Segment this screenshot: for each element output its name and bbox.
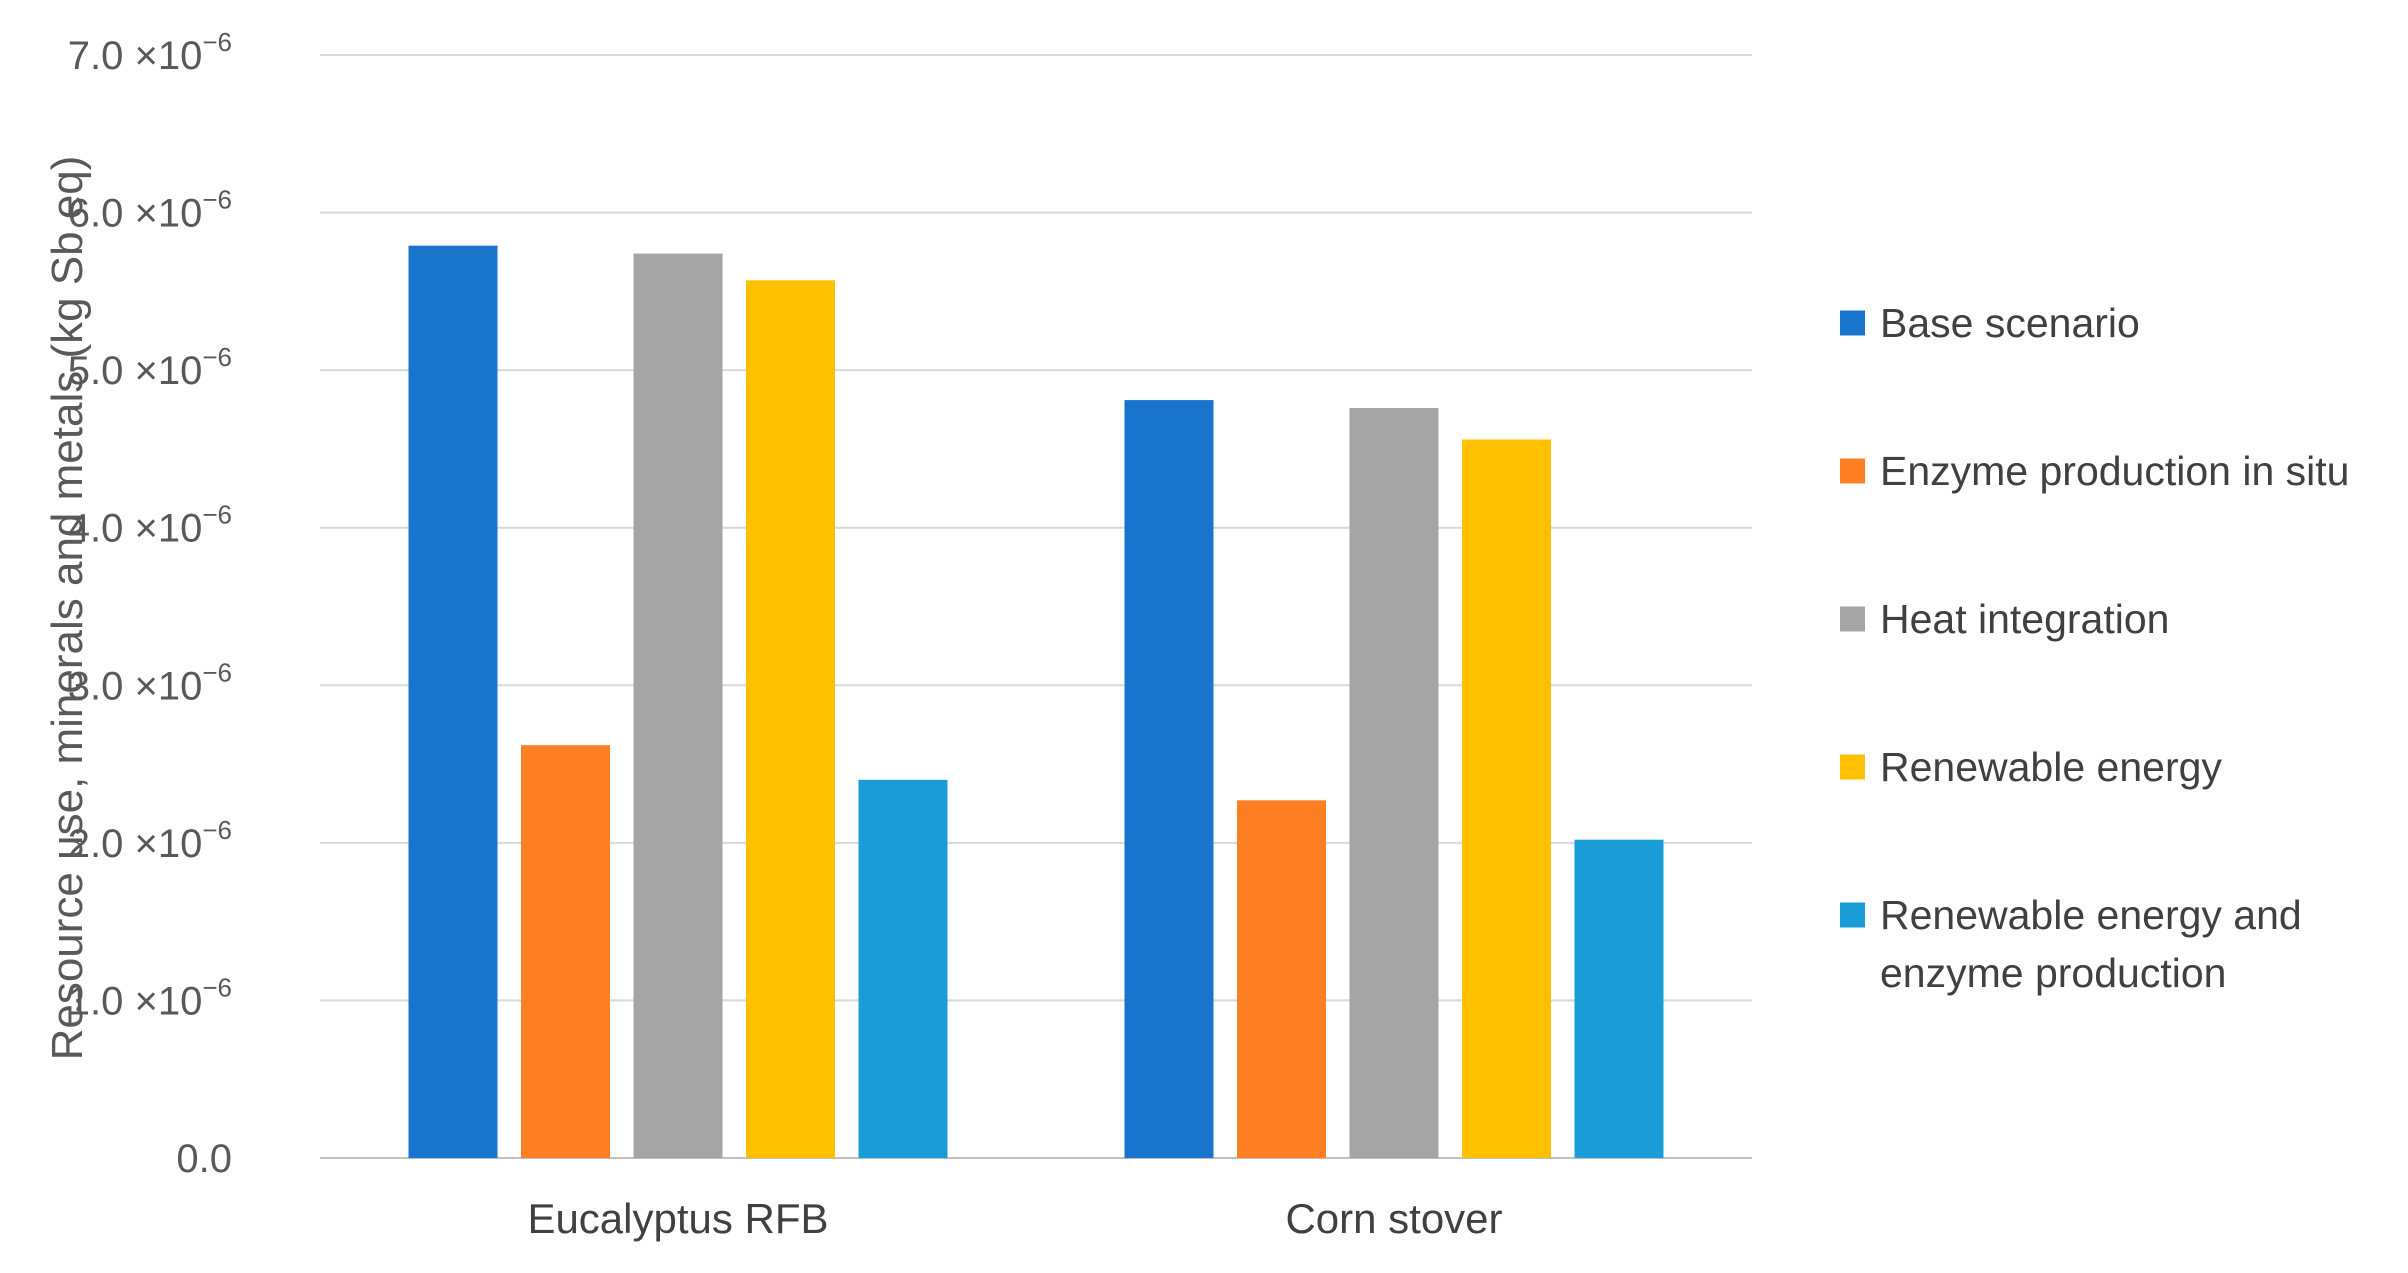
- bar: [521, 745, 610, 1158]
- legend-swatch: [1840, 902, 1865, 928]
- y-tick-mantissa: 6.0: [68, 192, 124, 236]
- y-tick-exponent: −6: [202, 27, 232, 57]
- bar: [1349, 407, 1439, 1159]
- legend-label: Heat integration: [1880, 596, 2169, 642]
- y-tick-label: 2.0 ×10−6: [68, 815, 232, 866]
- bar: [1462, 439, 1551, 1159]
- y-tick-base: ×10: [123, 664, 202, 708]
- y-tick-mantissa: 7.0: [68, 34, 124, 78]
- bar: [858, 779, 948, 1158]
- y-tick-mantissa: 1.0: [68, 979, 124, 1023]
- bar: [746, 280, 835, 1158]
- y-tick-mantissa: 2.0: [68, 822, 124, 866]
- legend-swatch: [1840, 458, 1865, 484]
- legend: Base scenario Enzyme production in situ He…: [1840, 300, 2349, 996]
- y-tick-exponent: −6: [202, 972, 232, 1002]
- y-axis-label: Resource use, minerals and metals (kg Sb…: [43, 156, 92, 1061]
- y-tick-label: 4.0 ×10−6: [68, 500, 232, 551]
- y-tick-label: 0.0: [176, 1137, 232, 1181]
- legend-swatch: [1840, 606, 1865, 632]
- bar: [1574, 839, 1664, 1158]
- y-tick-label: 3.0 ×10−6: [68, 657, 232, 708]
- y-tick-mantissa: 3.0: [68, 664, 124, 708]
- y-tick-base: ×10: [123, 34, 202, 78]
- y-tick-label: 1.0 ×10−6: [68, 972, 232, 1023]
- y-tick-exponent: −6: [202, 185, 232, 215]
- y-tick-exponent: −6: [202, 657, 232, 687]
- y-tick-base: ×10: [123, 507, 202, 551]
- legend-label: Enzyme production in situ: [1880, 448, 2349, 494]
- y-tick-exponent: −6: [202, 815, 232, 845]
- bar: [1124, 400, 1214, 1158]
- legend-label: Renewable energy and: [1880, 892, 2302, 938]
- legend-label: Base scenario: [1880, 300, 2140, 346]
- y-tick-label: 6.0 ×10−6: [68, 185, 232, 236]
- bar: [1237, 800, 1326, 1158]
- y-tick-base: ×10: [123, 979, 202, 1023]
- y-tick-base: ×10: [123, 192, 202, 236]
- y-tick-label: 7.0 ×10−6: [68, 27, 232, 78]
- bar: [633, 253, 723, 1159]
- y-axis-ticks: 0.01.0 ×10−62.0 ×10−63.0 ×10−64.0 ×10−65…: [68, 27, 232, 1181]
- x-category-label: Eucalyptus RFB: [527, 1195, 828, 1242]
- legend-label: Renewable energy: [1880, 744, 2222, 790]
- y-tick-exponent: −6: [202, 342, 232, 372]
- y-tick-mantissa: 0.0: [176, 1137, 232, 1181]
- legend-swatch: [1840, 310, 1865, 336]
- y-tick-mantissa: 4.0: [68, 507, 124, 551]
- legend-swatch: [1840, 754, 1865, 780]
- y-tick-base: ×10: [123, 349, 202, 393]
- legend-label: enzyme production: [1880, 950, 2226, 996]
- y-tick-label: 5.0 ×10−6: [68, 342, 232, 393]
- bar: [408, 245, 498, 1158]
- y-tick-base: ×10: [123, 822, 202, 866]
- y-tick-exponent: −6: [202, 500, 232, 530]
- x-category-label: Corn stover: [1285, 1195, 1502, 1242]
- x-axis-categories: Eucalyptus RFB Corn stover: [527, 1195, 1502, 1242]
- y-tick-mantissa: 5.0: [68, 349, 124, 393]
- bars: [408, 245, 1664, 1159]
